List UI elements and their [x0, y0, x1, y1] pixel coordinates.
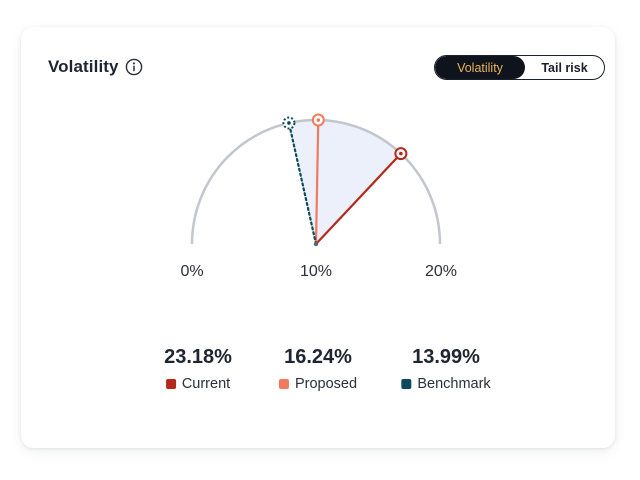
tick-label-20: 20% [424, 263, 458, 280]
info-icon[interactable] [125, 58, 143, 76]
toggle-volatility[interactable]: Volatility [435, 56, 525, 79]
legend-swatch-current [165, 379, 176, 389]
tick-label-10: 10% [299, 263, 333, 280]
legend-label-current: Current [181, 376, 231, 392]
card-title: Volatility [48, 57, 119, 76]
metric-toggle: Volatility Tail risk [434, 55, 605, 80]
legend-label-proposed: Proposed [294, 376, 358, 392]
stat-current-value: 23.18% [164, 346, 232, 368]
marker-dot-benchmark [287, 121, 291, 125]
stat-proposed: 16.24% Proposed [278, 344, 358, 392]
stat-proposed-value: 16.24% [284, 346, 352, 368]
tick-label-0: 0% [180, 263, 204, 280]
needle-current [315, 152, 402, 245]
needle-benchmark [287, 121, 318, 246]
gauge-pivot [313, 241, 319, 247]
range-fill [288, 120, 401, 244]
marker-dot-proposed [316, 118, 321, 122]
marker-dot-current [399, 151, 403, 156]
legend-swatch-benchmark [401, 379, 412, 389]
stat-benchmark-value: 13.99% [412, 346, 480, 368]
toggle-tail-risk[interactable]: Tail risk [541, 60, 588, 75]
legend-current: Current [164, 376, 232, 392]
legend-label-benchmark: Benchmark [417, 376, 491, 392]
stat-benchmark: 13.99% Benchmark [401, 344, 491, 392]
legend-benchmark: Benchmark [401, 376, 491, 392]
legend-swatch-proposed [278, 379, 289, 389]
legend-proposed: Proposed [278, 376, 358, 392]
needle-proposed [314, 120, 320, 245]
stat-current: 23.18% Current [164, 344, 232, 392]
